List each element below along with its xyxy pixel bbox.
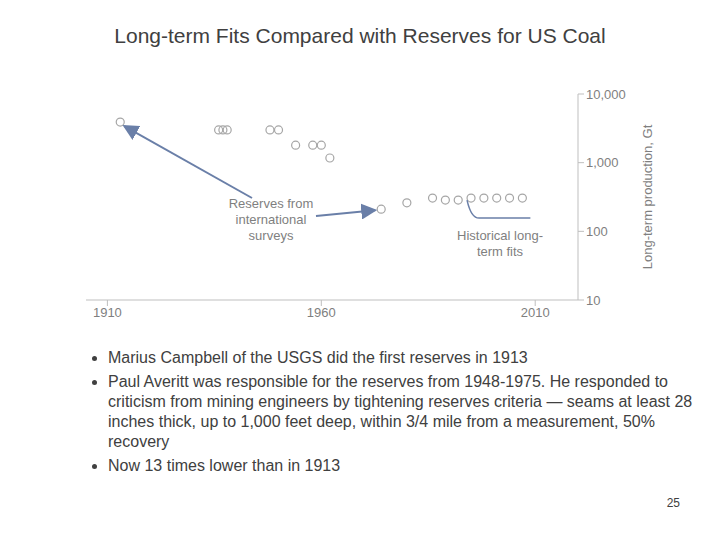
svg-text:1,000: 1,000 — [586, 155, 619, 170]
html-text:Marius Campbell of the USGS di: Marius Campbell of the USGS did the firs… — [108, 349, 528, 366]
svg-text:1960: 1960 — [307, 305, 336, 320]
html-text:Now 13 times lower than in 191: Now 13 times lower than in 1913 — [108, 457, 341, 474]
html-text:Historical long-term fits: Historical long-term fits — [457, 228, 543, 259]
svg-text:100: 100 — [586, 224, 608, 239]
html-text:25: 25 — [666, 496, 680, 510]
html-text:Long-term Fits Compared with R: Long-term Fits Compared with Reserves fo… — [114, 24, 606, 47]
html-text:Reserves from international su: Reserves from international surveys — [228, 196, 314, 243]
svg-text:1910: 1910 — [93, 305, 122, 320]
svg-text:Long-term production, Gt: Long-term production, Gt — [640, 124, 655, 269]
html-text:Paul Averitt was responsible f: Paul Averitt was responsible for the res… — [108, 373, 693, 450]
svg-text:10: 10 — [586, 293, 600, 308]
svg-text:10,000: 10,000 — [586, 87, 626, 102]
svg-text:2010: 2010 — [521, 305, 550, 320]
